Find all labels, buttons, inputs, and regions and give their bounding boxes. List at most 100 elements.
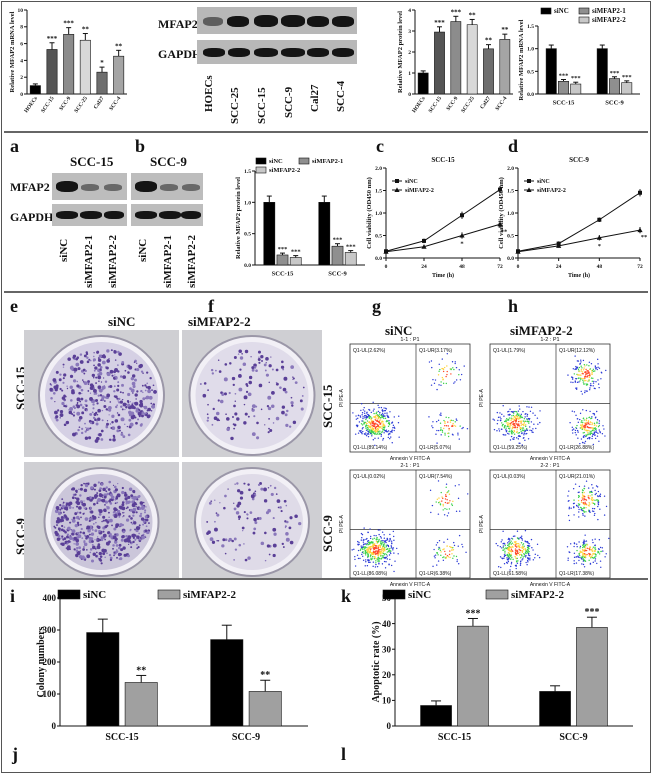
event-dot — [384, 567, 387, 569]
colony — [237, 489, 241, 493]
event-dot — [372, 439, 375, 441]
colony — [84, 517, 89, 521]
event-dot — [392, 424, 395, 427]
colony — [288, 425, 292, 428]
event-dot — [514, 555, 516, 558]
event-dot — [574, 431, 577, 434]
y-tick-label: 200 — [43, 657, 57, 667]
colony — [203, 382, 207, 385]
event-dot — [519, 564, 522, 566]
colony — [86, 535, 90, 538]
colony — [249, 511, 253, 515]
colony — [111, 421, 114, 424]
event-dot — [589, 421, 592, 423]
event-dot — [585, 540, 588, 542]
colony — [62, 363, 65, 366]
colony — [68, 537, 70, 539]
colony — [103, 362, 105, 365]
event-dot — [524, 416, 526, 418]
colony — [150, 410, 153, 412]
event-dot — [506, 554, 508, 556]
event-dot — [356, 554, 359, 556]
event-dot — [374, 546, 376, 549]
event-dot — [379, 430, 381, 432]
colony — [135, 506, 137, 508]
colony — [207, 530, 211, 535]
colony — [243, 403, 246, 406]
colony — [95, 376, 98, 379]
colony — [62, 381, 65, 384]
event-dot — [362, 559, 365, 562]
colony — [75, 491, 78, 494]
event-dot — [588, 505, 590, 507]
colony — [90, 559, 95, 563]
event-dot — [588, 380, 590, 382]
event-dot — [582, 359, 585, 362]
event-dot — [592, 553, 595, 555]
event-dot — [578, 485, 581, 488]
event-dot — [375, 562, 377, 564]
legend-swatch — [255, 157, 267, 165]
event-dot — [437, 554, 439, 556]
colony — [102, 519, 105, 522]
event-dot — [583, 566, 586, 568]
flow-plot-frame — [489, 469, 611, 579]
event-dot — [596, 419, 599, 421]
event-dot — [382, 550, 385, 553]
event-dot — [578, 381, 580, 383]
event-dot — [572, 487, 575, 490]
colony — [69, 365, 74, 370]
colony — [301, 395, 304, 397]
event-dot — [599, 430, 601, 433]
colony — [63, 507, 67, 510]
y-tick-label: 1 — [408, 71, 411, 77]
event-dot — [506, 419, 509, 421]
colony — [125, 507, 128, 510]
event-dot — [530, 421, 533, 423]
event-dot — [599, 495, 601, 497]
event-dot — [512, 438, 514, 440]
event-dot — [492, 418, 494, 420]
event-dot — [452, 419, 454, 422]
event-dot — [524, 430, 527, 432]
event-dot — [432, 565, 434, 568]
colony — [86, 356, 89, 359]
event-dot — [588, 430, 591, 432]
event-dot — [537, 423, 539, 425]
colony — [106, 359, 111, 363]
event-dot — [439, 368, 441, 371]
event-dot — [585, 499, 588, 501]
colony — [125, 403, 128, 405]
event-dot — [539, 410, 541, 412]
event-dot — [528, 558, 530, 560]
event-dot — [436, 541, 439, 544]
event-dot — [387, 415, 389, 417]
colony — [281, 360, 284, 364]
event-dot — [375, 419, 377, 422]
event-dot — [372, 427, 374, 430]
event-dot — [508, 417, 511, 419]
blot-control-label: GAPDH — [10, 210, 54, 224]
event-dot — [370, 418, 372, 421]
event-dot — [574, 429, 577, 432]
colony — [264, 531, 267, 535]
event-dot — [390, 436, 392, 438]
event-dot — [586, 544, 589, 546]
event-dot — [379, 425, 381, 428]
event-dot — [598, 429, 600, 431]
event-dot — [439, 414, 441, 416]
event-dot — [512, 414, 515, 417]
colony — [101, 409, 104, 412]
event-dot — [466, 428, 469, 430]
event-dot — [591, 435, 594, 438]
colony — [54, 401, 56, 403]
colony — [85, 409, 88, 412]
event-dot — [373, 534, 375, 537]
colony — [118, 557, 121, 561]
colony — [109, 533, 112, 536]
event-dot — [365, 538, 367, 541]
event-dot — [596, 435, 599, 437]
colony — [118, 401, 121, 404]
colony — [54, 388, 58, 392]
event-dot — [448, 502, 450, 504]
